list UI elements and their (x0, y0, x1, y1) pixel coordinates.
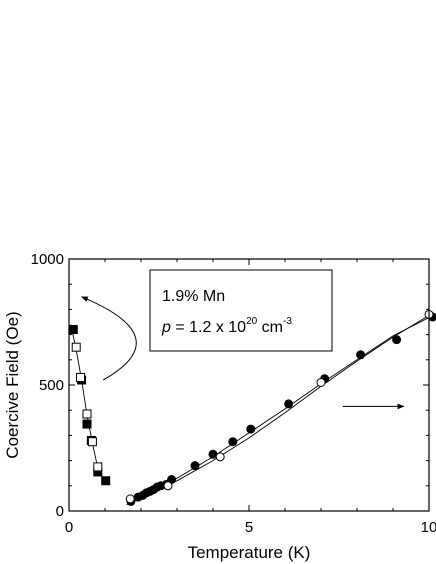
x-tick-label: 10 (421, 519, 436, 536)
y-axis-label: Coercive Field (Oe) (3, 311, 22, 458)
x-tick-label: 5 (245, 519, 253, 536)
annotation-box: 1.9% Mn p = 1.2 x 1020 cm-3 (149, 269, 333, 352)
filled-square-point (82, 419, 92, 429)
open-circle-point (163, 481, 173, 491)
filled-square-point (101, 476, 111, 486)
open-square-point (82, 409, 92, 419)
open-square-point (71, 342, 81, 352)
filled-circle-point (190, 461, 200, 471)
axis-ticks: 0 5 10 0 500 1000 (31, 251, 436, 536)
x-tick-label: 0 (65, 519, 73, 536)
filled-circle-point (356, 350, 366, 360)
open-circle-point (215, 452, 225, 462)
open-square-point (76, 372, 86, 382)
plot-area (68, 296, 436, 506)
annotation-exponent-2: -3 (283, 316, 292, 327)
arrow-left-axis (80, 296, 137, 381)
open-square-point (87, 437, 97, 447)
open-square-point (93, 462, 103, 472)
annotation-exponent-1: 20 (246, 316, 258, 327)
filled-square-point (68, 325, 78, 335)
filled-circle-point (228, 437, 238, 447)
filled-circle-point (246, 424, 256, 434)
open-circle-point (125, 494, 135, 504)
annotation-value: = 1.2 x 10 (171, 319, 246, 336)
annotation-line-2: p = 1.2 x 1020 cm-3 (161, 316, 292, 336)
y-tick-label: 1000 (31, 251, 64, 268)
open-circle-point (316, 377, 326, 387)
y-tick-label: 500 (39, 377, 64, 394)
y-tick-label: 0 (56, 503, 64, 520)
annotation-unit: cm (257, 319, 283, 336)
filled-circle-point (284, 399, 294, 409)
x-axis-label: Temperature (K) (188, 543, 311, 562)
annotation-frame (149, 269, 333, 352)
annotation-symbol: p (161, 319, 171, 336)
filled-circle-point (392, 335, 402, 345)
annotation-line-1: 1.9% Mn (162, 288, 225, 305)
